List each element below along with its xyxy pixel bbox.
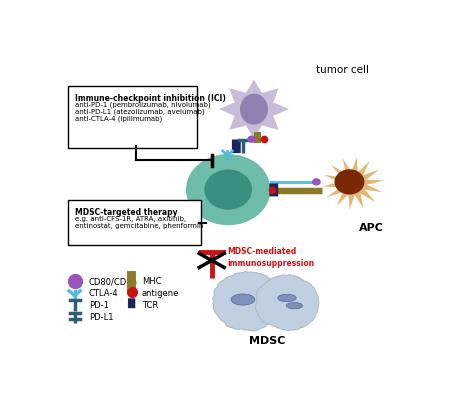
FancyBboxPatch shape xyxy=(68,201,201,246)
Circle shape xyxy=(186,155,271,226)
Polygon shape xyxy=(219,81,289,139)
FancyBboxPatch shape xyxy=(128,298,135,308)
Text: antigene: antigene xyxy=(142,288,179,297)
Ellipse shape xyxy=(240,95,268,125)
Text: anti-CTLA-4 (ipilimumab): anti-CTLA-4 (ipilimumab) xyxy=(75,115,162,122)
Text: entinostat, gemcitabine, phenformin: entinostat, gemcitabine, phenformin xyxy=(75,222,203,228)
FancyBboxPatch shape xyxy=(68,87,197,148)
Text: TCR: TCR xyxy=(142,300,158,309)
Text: CTLA-4: CTLA-4 xyxy=(89,288,118,297)
Ellipse shape xyxy=(286,303,302,309)
Text: CD80/CD86: CD80/CD86 xyxy=(89,277,137,286)
Ellipse shape xyxy=(231,294,255,305)
Text: anti-PD-L1 (atezolizumab, avelumab): anti-PD-L1 (atezolizumab, avelumab) xyxy=(75,108,204,115)
Text: tumor cell: tumor cell xyxy=(316,65,369,75)
FancyBboxPatch shape xyxy=(269,184,278,197)
Text: MDSC-targeted therapy: MDSC-targeted therapy xyxy=(75,207,177,217)
Ellipse shape xyxy=(278,294,296,302)
Text: MHC: MHC xyxy=(142,277,162,286)
Polygon shape xyxy=(322,158,384,210)
FancyBboxPatch shape xyxy=(232,140,241,154)
Polygon shape xyxy=(255,275,319,331)
Circle shape xyxy=(247,136,256,144)
Text: Immune-checkpoint inhibition (ICI): Immune-checkpoint inhibition (ICI) xyxy=(75,94,226,103)
Circle shape xyxy=(335,170,365,195)
Text: T cell: T cell xyxy=(174,210,201,220)
Text: anti-PD-1 (pembrolizumab, nivolumab): anti-PD-1 (pembrolizumab, nivolumab) xyxy=(75,101,210,108)
Text: MDSC: MDSC xyxy=(249,335,285,345)
Circle shape xyxy=(312,179,321,186)
Polygon shape xyxy=(213,272,281,331)
Circle shape xyxy=(204,170,252,210)
Text: PD-L1: PD-L1 xyxy=(89,312,113,321)
Text: PD-1: PD-1 xyxy=(89,300,109,309)
Text: e.g. anti-CFS-1R, ATRA, axitinib,: e.g. anti-CFS-1R, ATRA, axitinib, xyxy=(75,215,186,221)
Text: MDSC-mediated
immunosuppression: MDSC-mediated immunosuppression xyxy=(228,246,315,267)
Text: APC: APC xyxy=(359,222,384,232)
